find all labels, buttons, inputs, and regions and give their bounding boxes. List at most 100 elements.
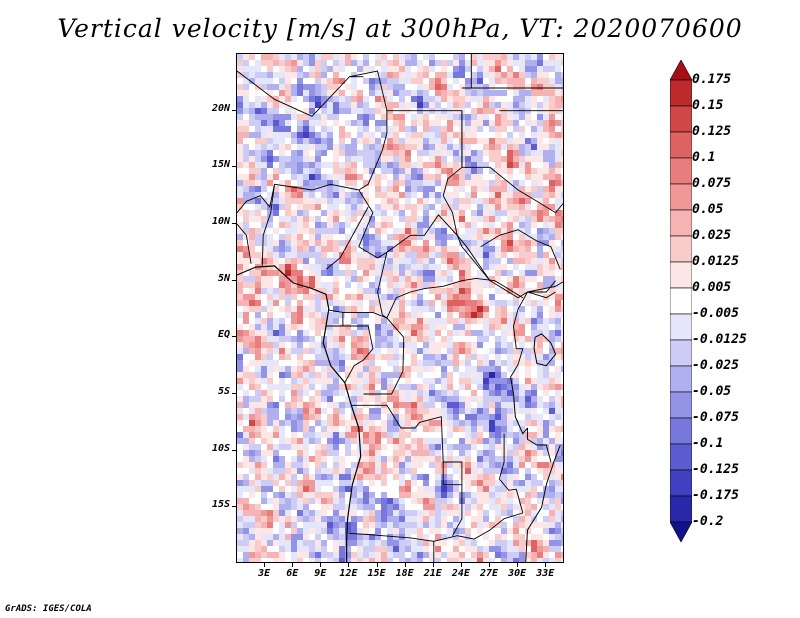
lon-tick — [376, 563, 378, 567]
colorbar-level-label: 0.1 — [692, 150, 716, 165]
lon-tick-label: 33E — [536, 568, 555, 579]
colorbar-level-label: 0.125 — [692, 124, 732, 139]
colorbar — [670, 60, 692, 543]
lon-tick-label: 27E — [479, 568, 499, 579]
country-border — [480, 229, 561, 270]
lat-tick-label: 10S — [211, 442, 230, 454]
map-plot-area — [236, 53, 564, 563]
coastline — [237, 265, 362, 562]
lon-tick — [432, 563, 434, 567]
country-border — [363, 317, 405, 395]
country-border — [351, 404, 463, 485]
country-border — [527, 428, 552, 463]
country-border — [342, 325, 374, 383]
country-border — [498, 433, 524, 514]
lat-tick-label: EQ — [217, 329, 230, 341]
grads-credit: GrADS: IGES/COLA — [5, 604, 92, 614]
country-border — [461, 54, 472, 89]
country-border — [328, 309, 388, 319]
lon-tick-label: 12E — [339, 568, 358, 579]
colorbar-level-label: 0.0125 — [692, 254, 739, 269]
colorbar-segment — [670, 79, 692, 107]
lat-tick-label: 20N — [211, 102, 230, 114]
lat-tick-label: 10N — [211, 216, 230, 227]
country-border — [527, 281, 563, 293]
lon-tick-label: 15E — [367, 568, 386, 579]
colorbar-level-label: -0.0125 — [692, 332, 747, 347]
colorbar-level-label: -0.025 — [692, 358, 739, 373]
colorbar-level-label: 0.075 — [692, 176, 732, 191]
lon-tick-label: 24E — [451, 568, 470, 579]
colorbar-segment — [670, 391, 692, 419]
lon-tick-label: 30E — [508, 568, 527, 579]
colorbar-segment — [670, 365, 692, 393]
colorbar-segment — [670, 469, 692, 497]
lon-tick — [292, 563, 294, 567]
colorbar-level-label: 0.05 — [692, 202, 724, 217]
colorbar-level-label: -0.175 — [692, 488, 739, 503]
lon-tick — [545, 563, 547, 567]
lat-tick — [232, 166, 236, 168]
lake-victoria-shore — [533, 333, 557, 367]
country-border — [326, 312, 344, 327]
country-border — [442, 462, 462, 486]
country-border — [456, 235, 491, 281]
country-border — [237, 223, 252, 264]
lake-tanganyika-shore — [510, 376, 528, 435]
colorbar-level-label: -0.05 — [692, 384, 732, 399]
lon-tick-label: 6E — [286, 568, 299, 579]
country-border — [237, 70, 364, 117]
colorbar-segment — [670, 60, 692, 81]
colorbar-level-label: -0.2 — [692, 514, 724, 529]
lat-tick — [232, 336, 236, 338]
country-border — [510, 348, 524, 378]
country-border — [513, 280, 556, 349]
lon-tick — [264, 563, 266, 567]
country-border — [261, 184, 275, 266]
colorbar-segment — [670, 235, 692, 263]
country-border — [442, 110, 463, 236]
vertical-velocity-field — [237, 54, 563, 562]
lake-malawi-shore — [525, 444, 561, 562]
colorbar-segment — [670, 339, 692, 367]
country-border — [461, 166, 563, 214]
country-border — [237, 183, 359, 213]
lat-tick — [232, 279, 236, 281]
colorbar-level-label: 0.025 — [692, 228, 732, 243]
colorbar-level-label: -0.125 — [692, 462, 739, 477]
colorbar-segment — [670, 157, 692, 185]
colorbar-segment — [670, 417, 692, 445]
page-title: Vertical velocity [m/s] at 300hPa, VT: 2… — [57, 14, 743, 43]
lon-tick — [489, 563, 491, 567]
lat-tick — [232, 393, 236, 394]
colorbar-segment — [670, 313, 692, 341]
colorbar-level-label: 0.175 — [692, 72, 732, 87]
lon-tick-label: 21E — [423, 568, 442, 579]
lat-tick-label: 5N — [217, 272, 230, 284]
colorbar-segment — [670, 105, 692, 133]
lon-tick — [348, 563, 350, 567]
lat-tick — [232, 506, 236, 508]
lat-tick-label: 15S — [211, 499, 230, 511]
colorbar-level-label: -0.1 — [692, 436, 724, 451]
country-border — [377, 252, 524, 319]
lon-tick — [404, 563, 406, 567]
colorbar-segment — [670, 287, 692, 315]
lat-tick-label: 15N — [211, 159, 230, 171]
colorbar-segment — [670, 443, 692, 471]
lon-tick — [460, 563, 462, 567]
country-border — [325, 206, 369, 270]
country-border — [349, 512, 523, 542]
colorbar-segment — [670, 495, 692, 523]
colorbar-segment — [670, 521, 692, 543]
colorbar-level-label: -0.005 — [692, 306, 739, 321]
lat-tick — [232, 449, 236, 451]
lon-tick — [320, 563, 322, 567]
country-border — [527, 291, 556, 299]
colorbar-segment — [670, 261, 692, 289]
country-border — [452, 484, 463, 536]
colorbar-level-label: -0.075 — [692, 410, 739, 425]
colorbar-segment — [670, 131, 692, 159]
colorbar-segment — [670, 183, 692, 211]
lat-tick — [232, 109, 236, 111]
